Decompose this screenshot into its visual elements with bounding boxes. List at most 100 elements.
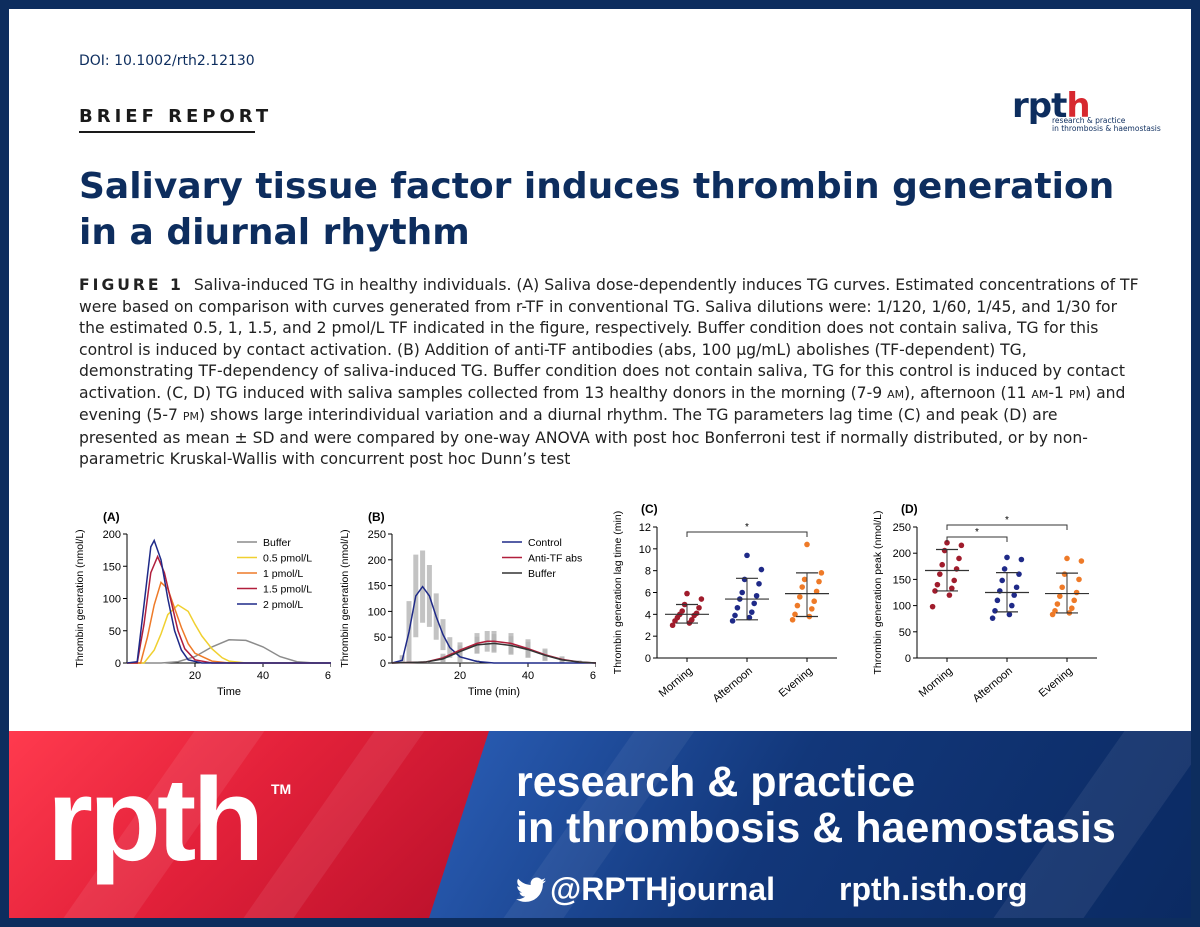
y-axis-label: Thrombin generation (nmol/L): [74, 529, 86, 667]
twitter-bird-icon: [516, 877, 546, 902]
trademark: TM: [271, 781, 292, 797]
x-tick-label: 60: [590, 670, 596, 682]
x-tick-label: 20: [189, 670, 201, 682]
data-point: [811, 598, 817, 605]
chart-panel-c: (C) 0 2 4 6 8 10 12 Thrombin generation lag time…: [612, 502, 837, 705]
y-tick-label: 10: [639, 544, 651, 556]
data-point: [1064, 555, 1070, 562]
legend-label: Control: [528, 537, 562, 549]
data-point: [813, 588, 820, 595]
data-point: [696, 604, 702, 611]
data-point: [789, 616, 796, 623]
journal-banner: rpth TM research & practice in thrombosi…: [9, 731, 1191, 918]
data-point: [758, 566, 765, 573]
data-point: [729, 618, 736, 624]
data-point: [937, 571, 943, 577]
panel-label: (C): [641, 502, 658, 516]
caption-part-3: ), afternoon (11: [904, 383, 1032, 402]
series-line: [126, 538, 331, 664]
significance-label: *: [1005, 515, 1009, 526]
data-point: [944, 539, 950, 546]
panel-label: (A): [103, 510, 120, 524]
data-point: [999, 577, 1005, 584]
legend-label: Buffer: [528, 568, 556, 580]
x-tick-label: Evening: [1037, 665, 1075, 700]
legend-label: 1.5 pmol/L: [263, 584, 312, 596]
logo-line-2: in thrombosis & haemostasis: [1052, 124, 1161, 133]
x-axis-label: Time (min): [468, 686, 520, 698]
data-point: [1054, 601, 1061, 607]
section-rule: [79, 131, 255, 133]
x-tick-label: Afternoon: [711, 665, 755, 705]
series-line: [391, 585, 596, 664]
y-tick-label: 2: [645, 631, 651, 643]
significance-bracket: [946, 524, 1068, 530]
x-tick-label: 20: [454, 670, 466, 682]
series-line: [127, 639, 331, 664]
y-tick-label: 150: [103, 561, 121, 573]
banner-red-panel: [9, 731, 489, 918]
data-point: [799, 584, 805, 590]
section-label: BRIEF REPORT: [79, 106, 273, 127]
caption-part-6: ) shows large interindividual variation …: [79, 406, 1088, 468]
figure-caption: FIGURE 1 Saliva-induced TG in healthy ind…: [79, 275, 1139, 471]
y-tick-label: 0: [905, 653, 911, 665]
data-point: [689, 616, 695, 623]
data-point: [792, 611, 798, 618]
data-point: [734, 604, 741, 611]
data-point: [1009, 602, 1015, 609]
paper-page: DOI: 10.1002/rth2.12130 BRIEF REPORT rpt…: [9, 9, 1191, 731]
data-point: [804, 541, 810, 548]
y-tick-label: 100: [893, 601, 911, 613]
caption-mu: µ: [736, 340, 747, 359]
doi-link[interactable]: DOI: 10.1002/rth2.12130: [79, 53, 255, 69]
data-point: [679, 608, 685, 614]
y-tick-label: 50: [109, 626, 121, 638]
y-tick-label: 8: [645, 566, 651, 578]
x-tick-label: Morning: [657, 665, 695, 700]
x-tick-label: 40: [257, 670, 269, 682]
banner-line-2: in thrombosis & haemostasis: [516, 804, 1116, 852]
data-point: [751, 600, 757, 607]
data-point: [946, 592, 953, 598]
x-tick-label: Evening: [777, 665, 815, 700]
y-axis-label: Thrombin generation lag time (min): [612, 511, 624, 674]
panel-label: (B): [368, 510, 385, 524]
y-tick-label: 12: [639, 522, 651, 534]
data-point: [669, 622, 676, 629]
data-point: [744, 552, 750, 559]
data-point: [1078, 558, 1085, 564]
series-line: [127, 603, 331, 664]
data-point: [732, 612, 738, 619]
legend-label: 1 pmol/L: [263, 568, 303, 580]
y-tick-label: 0: [380, 658, 386, 670]
data-point: [753, 592, 760, 599]
data-point: [693, 610, 700, 617]
significance-label: *: [745, 522, 749, 533]
data-point: [809, 606, 815, 612]
legend-label: Anti-TF abs: [528, 553, 582, 565]
caption-pm-1: PM: [1068, 387, 1086, 401]
article-title: Salivary tissue factor induces thrombin …: [79, 166, 1115, 253]
data-point: [1076, 576, 1082, 583]
data-point: [989, 615, 996, 621]
legend-label: 2 pmol/L: [263, 599, 303, 611]
data-point: [1071, 597, 1077, 604]
significance-bracket: [686, 531, 808, 537]
caption-part-1: Saliva-induced TG in healthy individuals…: [79, 276, 1139, 359]
twitter-handle[interactable]: @RPTHjournal: [516, 871, 775, 907]
y-tick-label: 4: [645, 609, 651, 621]
data-point: [1004, 554, 1010, 561]
y-tick-label: 50: [899, 627, 911, 639]
x-axis-label: Time: [217, 686, 241, 698]
website-link[interactable]: rpth.isth.org: [839, 871, 1028, 907]
data-point: [797, 594, 803, 600]
caption-part-2: g/mL) abolishes (TF-dependent) TG, demon…: [79, 340, 1125, 402]
data-point: [951, 577, 957, 584]
data-point: [746, 614, 753, 621]
data-point: [816, 578, 822, 585]
data-point: [818, 570, 825, 576]
logo-mark-a: rpt: [1012, 86, 1067, 126]
banner-logo: rpth: [47, 754, 264, 886]
y-tick-label: 200: [103, 529, 121, 541]
